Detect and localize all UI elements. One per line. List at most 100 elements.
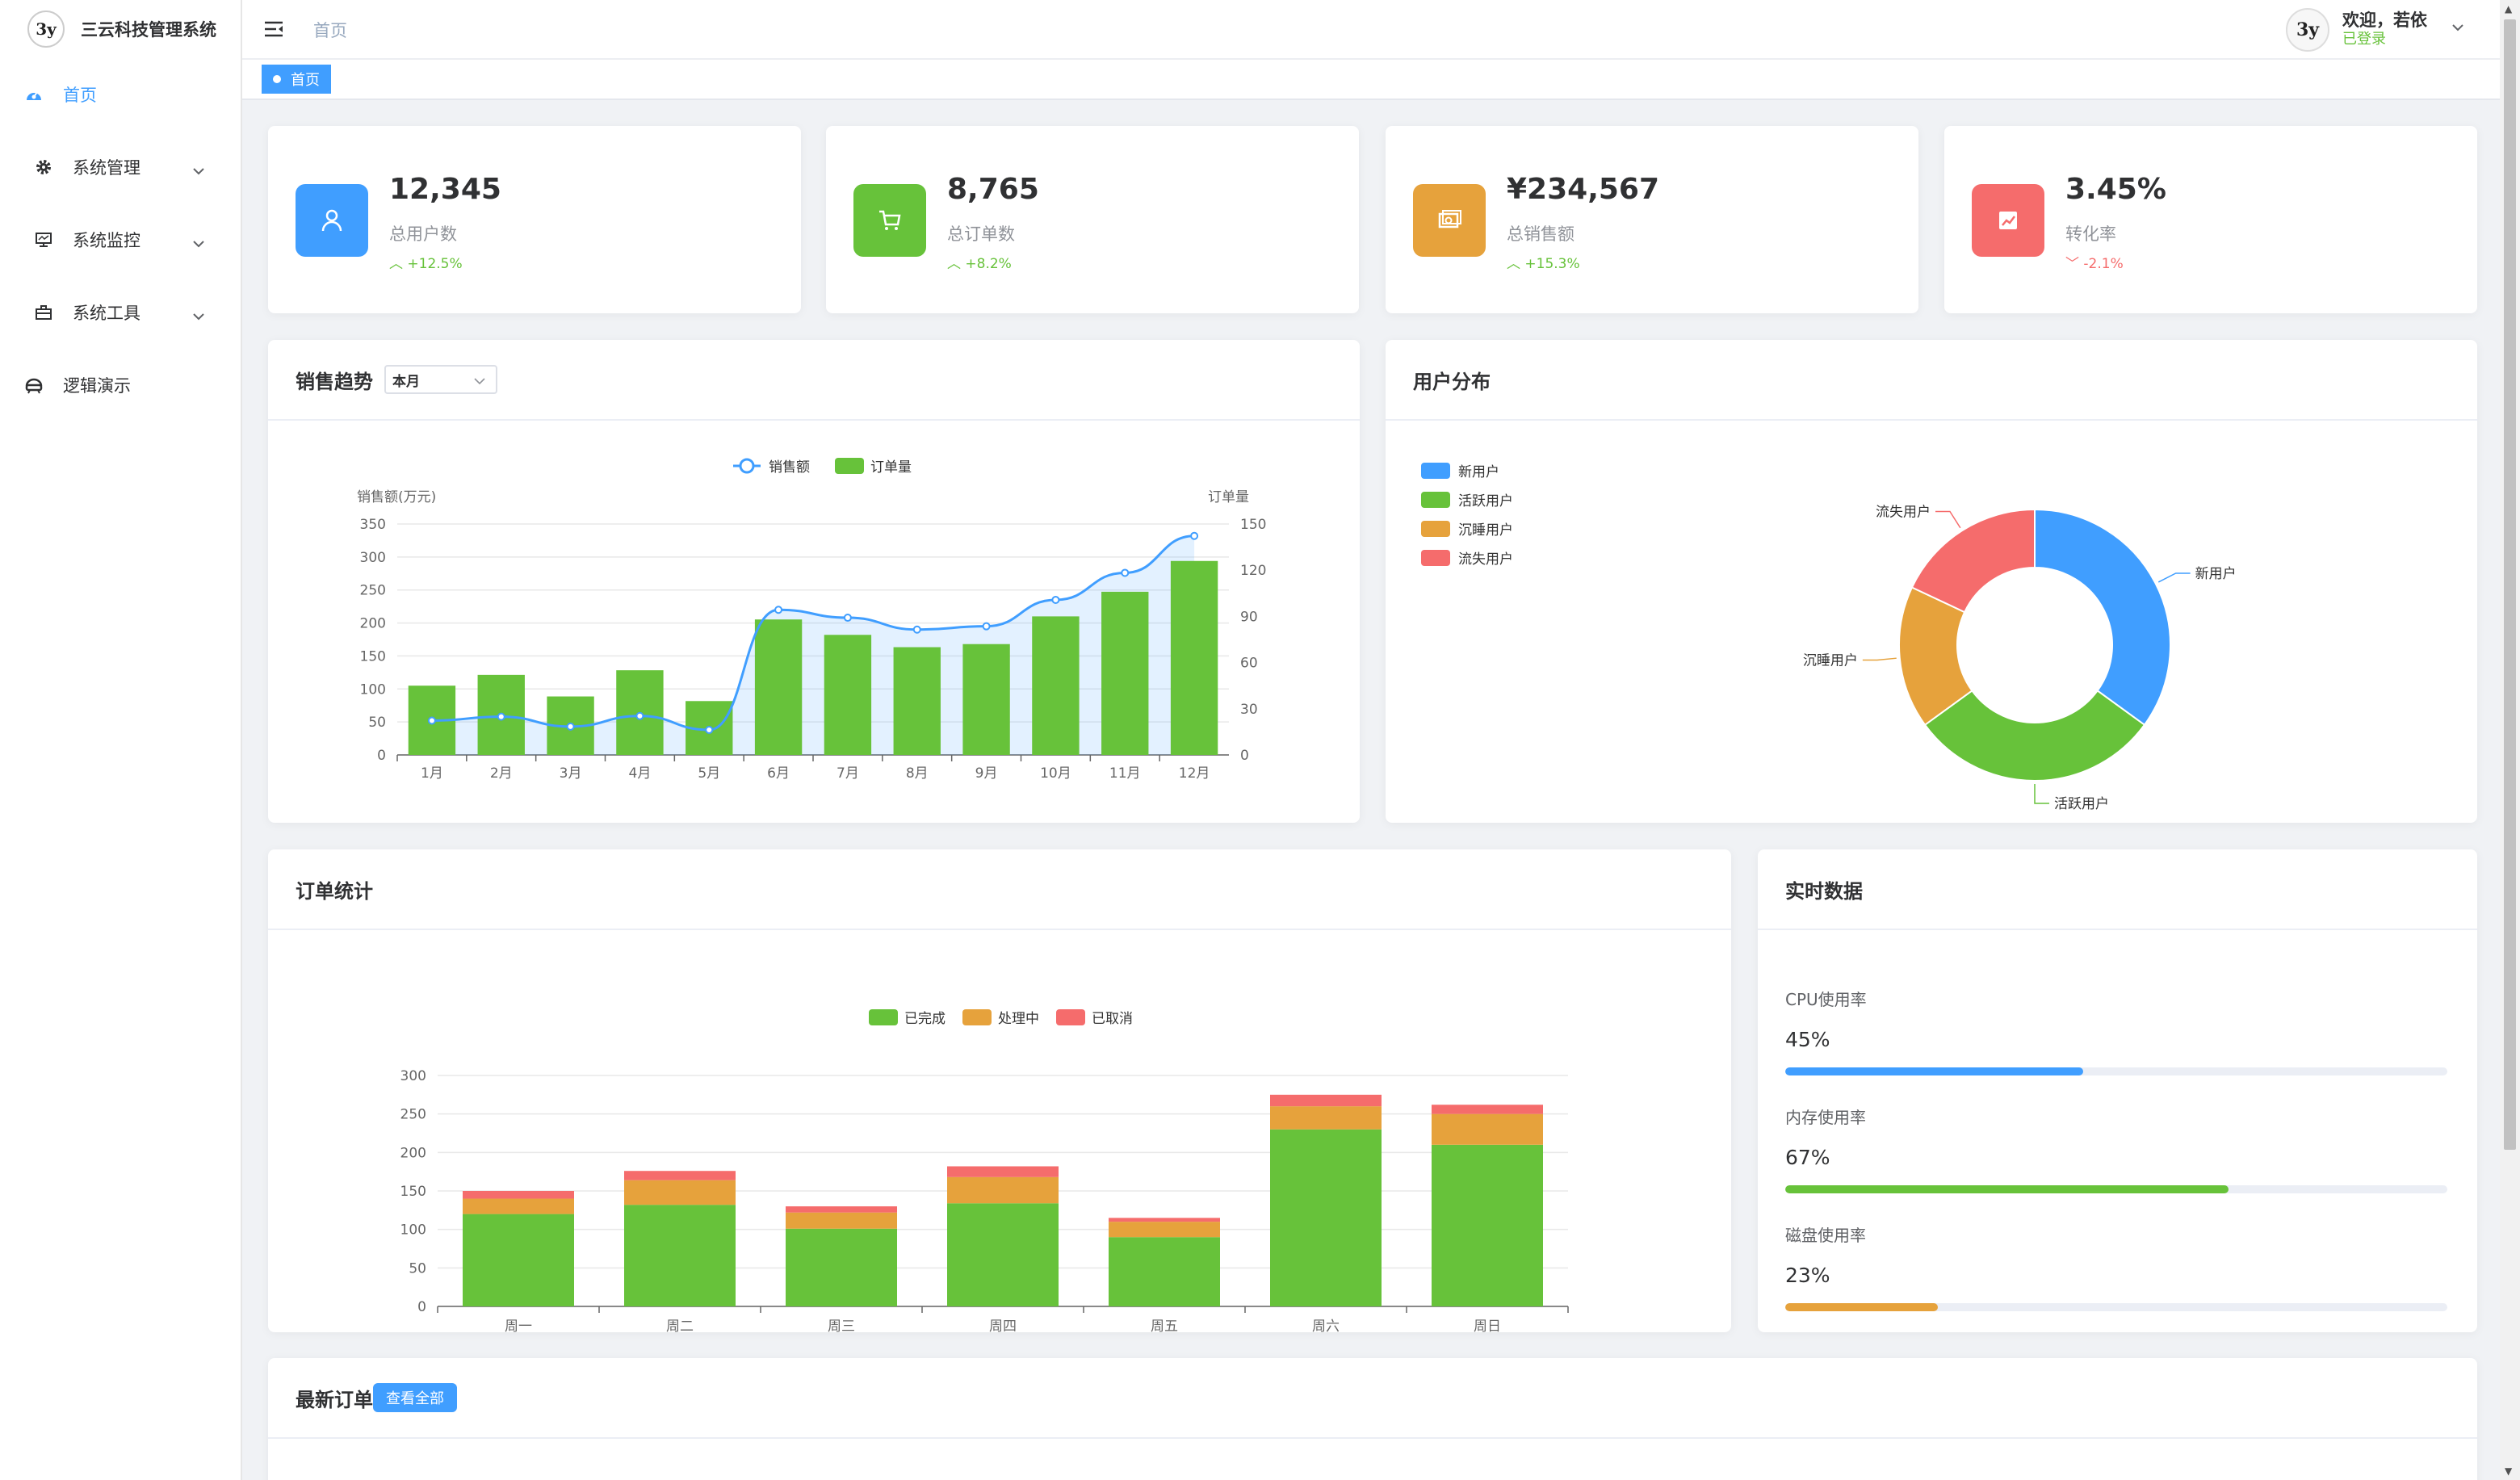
legend-line-dot bbox=[739, 458, 755, 474]
legend-label: 活跃用户 bbox=[1458, 493, 1513, 509]
stat-value: 8,765 bbox=[947, 173, 1039, 206]
x-tick-label: 9月 bbox=[975, 765, 998, 782]
y2-tick-label: 0 bbox=[1240, 748, 1249, 764]
legend-marker bbox=[1421, 550, 1450, 566]
user-greeting: 欢迎，若依 bbox=[2342, 10, 2427, 30]
stat-trend: ﹀ -2.1% bbox=[2065, 256, 2124, 272]
legend-marker bbox=[1421, 492, 1450, 508]
user-status: 已登录 bbox=[2342, 31, 2386, 48]
legend-marker bbox=[1421, 463, 1450, 479]
y-tick-label: 150 bbox=[400, 1184, 426, 1200]
metric-label: 内存使用率 bbox=[1785, 1108, 1866, 1127]
stacked-bar-segment bbox=[1109, 1222, 1220, 1238]
sales-point bbox=[1051, 595, 1060, 604]
scroll-down-icon[interactable]: ▼ bbox=[2505, 1465, 2513, 1477]
legend-marker bbox=[962, 1009, 992, 1025]
progress-fill bbox=[1785, 1185, 2229, 1193]
scrollbar-thumb[interactable] bbox=[2504, 19, 2516, 1150]
page-scrollbar[interactable]: ▲ ▼ bbox=[2500, 0, 2520, 1480]
card-title: 销售趋势 bbox=[296, 370, 373, 393]
view-all-button[interactable]: 查看全部 bbox=[373, 1383, 457, 1412]
stat-trend: ︿ +12.5% bbox=[389, 256, 463, 272]
top-header: 首页 3y 欢迎，若依 已登录 bbox=[242, 0, 2500, 60]
sales-point bbox=[497, 712, 505, 721]
tags-view-bar: 首页 bbox=[242, 60, 2500, 100]
active-dot-icon bbox=[273, 75, 281, 83]
user-distribution-card: 用户分布 新用户 活跃用户 沉睡用户 流失用户 新用户 活跃用户 沉睡用户 流失用户 bbox=[1386, 340, 2477, 823]
period-select[interactable]: 本月 bbox=[384, 365, 497, 394]
order-bar bbox=[824, 635, 872, 755]
hamburger-icon[interactable] bbox=[263, 19, 284, 42]
stacked-bar-segment bbox=[786, 1206, 897, 1213]
chevron-down-icon bbox=[473, 373, 486, 389]
chevron-down-icon[interactable] bbox=[2451, 19, 2464, 35]
period-select-value: 本月 bbox=[392, 373, 420, 390]
sidebar-item-system-tools[interactable]: 系统工具 bbox=[0, 276, 241, 349]
slice-leader-line bbox=[1935, 510, 1961, 529]
x-tick-label: 11月 bbox=[1109, 765, 1141, 782]
legend-marker bbox=[869, 1009, 898, 1025]
y2-tick-label: 150 bbox=[1240, 517, 1266, 533]
logo-icon: 3y bbox=[27, 10, 65, 48]
stacked-bar-segment bbox=[1109, 1237, 1220, 1306]
sales-point bbox=[1121, 568, 1130, 577]
donut-slice bbox=[2034, 508, 2171, 727]
sidebar-item-logic-demo[interactable]: 逻辑演示 bbox=[0, 349, 241, 421]
stat-value: ¥234,567 bbox=[1507, 173, 1660, 206]
stacked-bar-segment bbox=[786, 1228, 897, 1306]
y-tick-label: 200 bbox=[360, 616, 386, 632]
legend-label: 已完成 bbox=[904, 1011, 946, 1027]
y-tick-label: 150 bbox=[360, 648, 386, 665]
order-bar bbox=[962, 644, 1010, 755]
stat-label: 总销售额 bbox=[1507, 224, 1574, 244]
scroll-up-icon[interactable]: ▲ bbox=[2505, 3, 2513, 15]
sidebar-item-home[interactable]: 首页 bbox=[0, 58, 241, 131]
sidebar: 3y 三云科技管理系统 首页 系统管理 系统监控 系统工具 逻辑演示 bbox=[0, 0, 242, 1480]
sidebar-item-system-monitor[interactable]: 系统监控 bbox=[0, 203, 241, 276]
memory-metric: 内存使用率 67% bbox=[1785, 1105, 2447, 1193]
stacked-bar-segment bbox=[624, 1205, 736, 1306]
metric-label: CPU使用率 bbox=[1785, 990, 1867, 1009]
y-axis-title: 销售额(万元) bbox=[357, 489, 436, 505]
gear-icon bbox=[34, 157, 53, 177]
realtime-card: 实时数据 CPU使用率 45% 内存使用率 67% 磁盘使用率 23% bbox=[1758, 849, 2477, 1332]
x-tick-label: 2月 bbox=[490, 765, 513, 782]
stacked-bar-segment bbox=[624, 1171, 736, 1180]
y-tick-label: 250 bbox=[400, 1107, 426, 1123]
tag-home[interactable]: 首页 bbox=[262, 65, 331, 94]
x-tick-label: 周一 bbox=[505, 1319, 532, 1332]
user-menu[interactable]: 3y 欢迎，若依 已登录 bbox=[2286, 8, 2464, 52]
order-bar bbox=[893, 647, 941, 755]
slice-leader-line bbox=[2034, 784, 2049, 804]
slice-label: 新用户 bbox=[2195, 566, 2237, 582]
y-tick-label: 50 bbox=[368, 715, 386, 731]
sales-trend-card: 销售趋势 本月 销售额 订单量 销售额(万元) 订单量 0 50 100 150 200 250 3… bbox=[268, 340, 1360, 823]
slice-label: 沉睡用户 bbox=[1803, 652, 1858, 669]
stat-value: 12,345 bbox=[389, 173, 501, 206]
x-tick-label: 12月 bbox=[1179, 765, 1210, 782]
chart-trend-icon bbox=[1972, 184, 2044, 257]
stacked-bar-segment bbox=[1432, 1113, 1543, 1145]
cpu-progress-bar bbox=[1785, 1067, 2447, 1075]
breadcrumb[interactable]: 首页 bbox=[313, 21, 347, 40]
disk-metric: 磁盘使用率 23% bbox=[1785, 1222, 2447, 1311]
sidebar-item-system-management[interactable]: 系统管理 bbox=[0, 131, 241, 203]
x-tick-label: 8月 bbox=[906, 765, 929, 782]
logo-row[interactable]: 3y 三云科技管理系统 bbox=[0, 0, 241, 58]
sales-point bbox=[705, 725, 714, 734]
metric-value: 67% bbox=[1785, 1146, 1830, 1169]
stat-card-users: 12,345 总用户数 ︿ +12.5% bbox=[268, 126, 801, 313]
y-tick-label: 250 bbox=[360, 583, 386, 599]
order-bar bbox=[1101, 591, 1149, 755]
order-bar bbox=[1170, 560, 1218, 755]
card-title: 用户分布 bbox=[1413, 370, 1491, 393]
order-stats-chart: 已完成 处理中 已取消 0 50 100 150 200 250 300 周一 周二 周三 周四 周五 周六 周… bbox=[400, 1009, 1569, 1332]
sales-point bbox=[912, 625, 921, 634]
y-tick-label: 200 bbox=[400, 1145, 426, 1161]
y-tick-label: 100 bbox=[360, 681, 386, 698]
donut-slice bbox=[1910, 508, 2036, 614]
legend-label: 已取消 bbox=[1092, 1011, 1133, 1027]
sales-point bbox=[566, 722, 575, 731]
progress-fill bbox=[1785, 1067, 2083, 1075]
avatar[interactable]: 3y bbox=[2286, 8, 2329, 52]
